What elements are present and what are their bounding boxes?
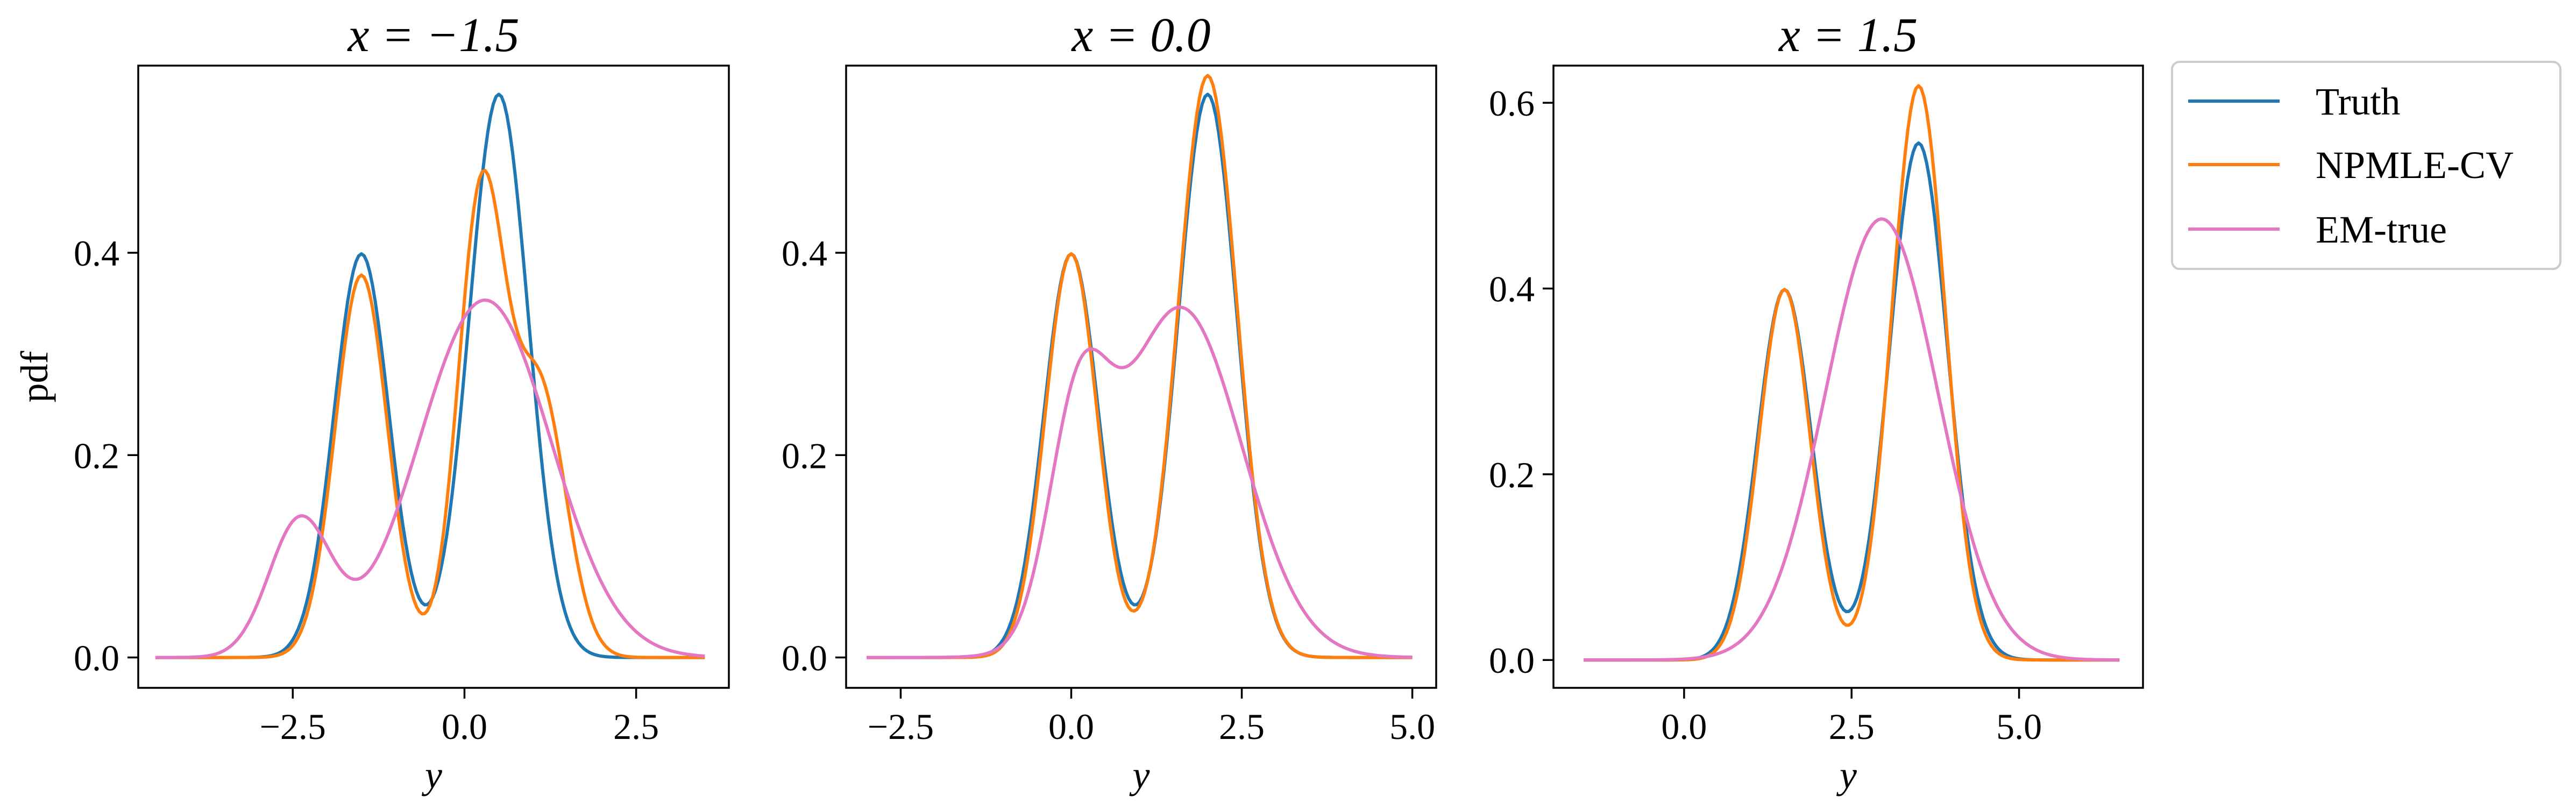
panel-title: x = −1.5 [347,9,520,62]
series-line-npmle-cv [867,74,1413,659]
legend-label-em-true: EM-true [2316,208,2447,251]
series-line-em-true [1584,217,2120,662]
y-tick-label: 0.0 [782,638,827,679]
series-line-npmle-cv [1584,84,2120,662]
panel-2: −2.5 0.0 2.5 5.0 0.0 0.2 0.4 x = 0.0 y [782,9,1437,796]
x-tick-label: 0.0 [442,706,487,747]
panel-title: x = 0.0 [1070,9,1210,62]
x-tick-label: −2.5 [260,706,326,747]
panel-1: −2.5 0.0 2.5 0.0 0.2 0.4 x = −1.5 y pdf [13,9,730,796]
x-axis-label: y [421,753,442,796]
x-tick-label: 2.5 [1219,706,1265,747]
x-tick-label: 0.0 [1661,706,1707,747]
legend: Truth NPMLE-CV EM-true [2171,61,2561,270]
series-line-em-true [867,305,1413,659]
y-tick-label: 0.2 [74,435,119,476]
series-line-truth [155,93,705,659]
plot-frame [845,65,1437,689]
legend-frame [2171,61,2561,270]
plot-frame [1552,65,2144,689]
x-tick-label: 2.5 [1829,706,1875,747]
y-tick-label: 0.4 [782,233,827,274]
x-axis-label: y [1836,753,1857,796]
x-tick-label: 5.0 [1389,706,1435,747]
panel-3: 0.0 2.5 5.0 0.0 0.2 0.4 0.6 x = 1.5 y [1489,9,2144,796]
y-tick-label: 0.4 [74,233,119,274]
panel-title: x = 1.5 [1778,9,1918,62]
x-tick-label: 2.5 [613,706,659,747]
y-axis-label: pdf [13,351,56,402]
y-tick-label: 0.4 [1489,268,1535,309]
y-tick-label: 0.2 [1489,454,1535,495]
x-tick-label: −2.5 [868,706,934,747]
plot-frame [137,65,730,689]
x-tick-label: 0.0 [1048,706,1094,747]
x-axis-label: y [1129,753,1150,796]
legend-label-npmle-cv: NPMLE-CV [2316,144,2514,187]
x-tick-label: 5.0 [1996,706,2042,747]
series-line-truth [1584,141,2120,662]
series-line-truth [867,93,1413,659]
y-tick-label: 0.6 [1489,83,1535,124]
y-tick-label: 0.0 [74,638,119,679]
legend-label-truth: Truth [2316,80,2400,123]
y-tick-label: 0.0 [1489,640,1535,681]
y-tick-label: 0.2 [782,435,827,476]
series-line-npmle-cv [155,169,705,659]
series-line-em-true [155,298,705,659]
